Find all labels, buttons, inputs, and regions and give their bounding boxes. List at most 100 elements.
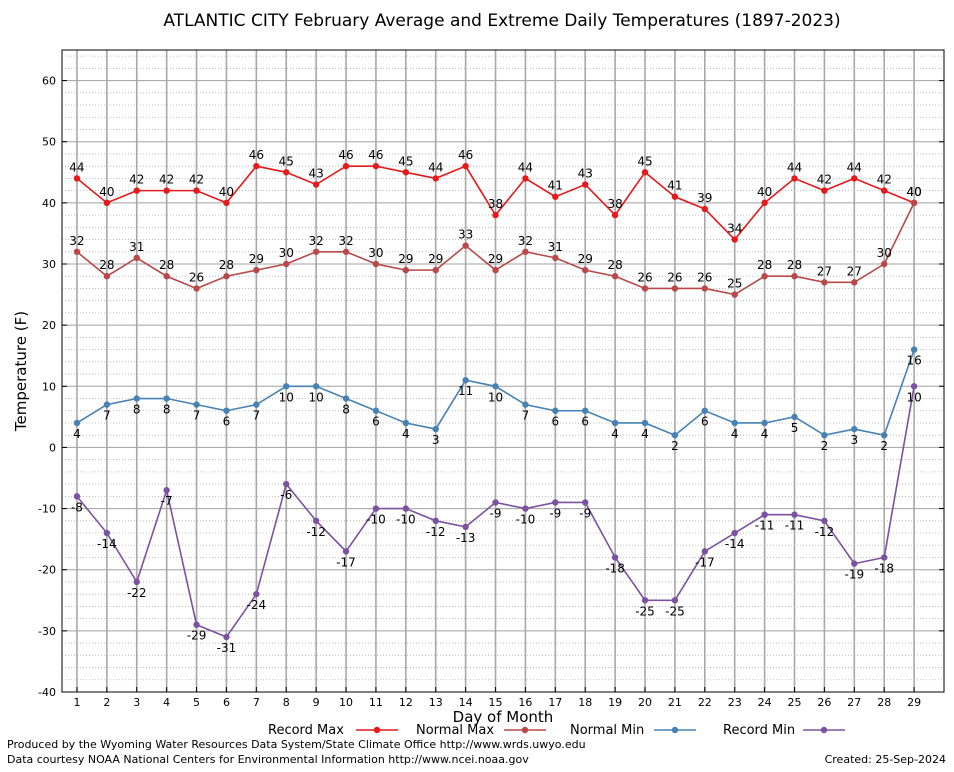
data-label: -8 xyxy=(71,500,83,514)
data-label: 40 xyxy=(757,185,772,199)
data-point xyxy=(821,187,828,194)
data-label: -10 xyxy=(366,513,386,527)
x-tick-label: 18 xyxy=(578,696,592,709)
x-tick-label: 29 xyxy=(907,696,921,709)
data-point xyxy=(342,395,350,402)
y-tick-label: -30 xyxy=(38,625,56,638)
data-label: 29 xyxy=(488,252,503,266)
data-point xyxy=(582,266,589,274)
data-point xyxy=(73,175,81,182)
data-point xyxy=(582,407,589,414)
data-label: 33 xyxy=(458,228,473,242)
data-label: 44 xyxy=(69,160,84,174)
data-point xyxy=(462,523,469,531)
data-label: -31 xyxy=(217,641,237,655)
data-point xyxy=(492,383,499,390)
data-point xyxy=(103,273,111,280)
data-point xyxy=(522,505,529,512)
data-label: -24 xyxy=(247,598,267,612)
data-label: 31 xyxy=(548,240,563,254)
data-point xyxy=(522,175,529,182)
data-point xyxy=(283,383,290,390)
x-tick-label: 8 xyxy=(283,696,290,709)
data-point xyxy=(791,413,798,421)
x-tick-label: 20 xyxy=(638,696,652,709)
data-point xyxy=(253,401,260,408)
data-point xyxy=(312,517,320,524)
data-label: 46 xyxy=(458,148,473,162)
data-label: 6 xyxy=(223,415,231,429)
data-point xyxy=(731,529,738,537)
data-label: 11 xyxy=(458,384,473,398)
x-tick-label: 10 xyxy=(339,696,353,709)
y-tick-label: 60 xyxy=(42,75,56,88)
legend-marker xyxy=(671,726,679,734)
data-point xyxy=(372,505,380,512)
data-point xyxy=(312,181,320,188)
legend-label: Record Max xyxy=(268,723,344,738)
x-tick-label: 6 xyxy=(223,696,230,709)
data-label: 4 xyxy=(641,427,649,441)
data-label: -9 xyxy=(549,506,561,520)
y-tick-label: 40 xyxy=(42,197,56,210)
data-point xyxy=(492,211,499,219)
data-point xyxy=(522,401,529,408)
data-label: 2 xyxy=(880,439,888,453)
data-label: 8 xyxy=(133,403,141,417)
data-point xyxy=(910,199,918,207)
data-point xyxy=(791,175,798,182)
x-tick-label: 13 xyxy=(429,696,443,709)
data-label: 41 xyxy=(548,179,563,193)
legend: Record Max Normal Max Normal Min Record Min xyxy=(268,723,845,738)
data-point xyxy=(223,407,230,414)
data-label: -25 xyxy=(665,604,685,618)
data-point xyxy=(283,169,290,176)
data-label: 4 xyxy=(402,427,410,441)
data-point xyxy=(611,419,619,427)
data-label: 10 xyxy=(308,390,323,404)
data-point xyxy=(641,285,649,292)
data-label: 2 xyxy=(671,439,679,453)
data-point xyxy=(881,432,888,439)
data-point xyxy=(791,273,798,280)
data-point xyxy=(552,407,559,414)
data-label: 28 xyxy=(159,258,174,272)
legend-item-record-max: Record Max xyxy=(268,723,398,738)
data-point xyxy=(671,285,679,292)
data-point xyxy=(193,401,200,408)
chart-title: ATLANTIC CITY February Average and Extre… xyxy=(163,11,840,31)
data-label: -14 xyxy=(97,537,117,551)
data-point xyxy=(73,419,81,427)
legend-label: Record Min xyxy=(723,723,795,738)
data-label: 44 xyxy=(518,160,533,174)
data-label: -18 xyxy=(874,561,894,575)
data-point xyxy=(552,193,559,200)
data-label: 39 xyxy=(697,191,712,205)
y-tick-label: -40 xyxy=(38,686,56,699)
data-label: 42 xyxy=(817,173,832,187)
data-point xyxy=(641,169,649,176)
data-point xyxy=(103,199,111,207)
data-label: 44 xyxy=(847,160,862,174)
data-point xyxy=(163,487,170,494)
data-label: 43 xyxy=(308,167,323,181)
data-label: 28 xyxy=(607,258,622,272)
data-label: 40 xyxy=(219,185,234,199)
data-label: 42 xyxy=(189,173,204,187)
data-label: 30 xyxy=(279,246,294,260)
y-tick-label: 0 xyxy=(49,441,56,454)
data-point xyxy=(462,162,469,170)
y-tick-label: -10 xyxy=(38,503,56,516)
data-label: 42 xyxy=(877,173,892,187)
data-point xyxy=(492,266,499,274)
x-tick-label: 16 xyxy=(518,696,532,709)
data-label: 30 xyxy=(877,246,892,260)
data-label: -12 xyxy=(426,525,446,539)
x-tick-label: 9 xyxy=(313,696,320,709)
data-label: 32 xyxy=(338,234,353,248)
x-tick-label: 4 xyxy=(163,696,170,709)
data-point xyxy=(761,273,768,280)
